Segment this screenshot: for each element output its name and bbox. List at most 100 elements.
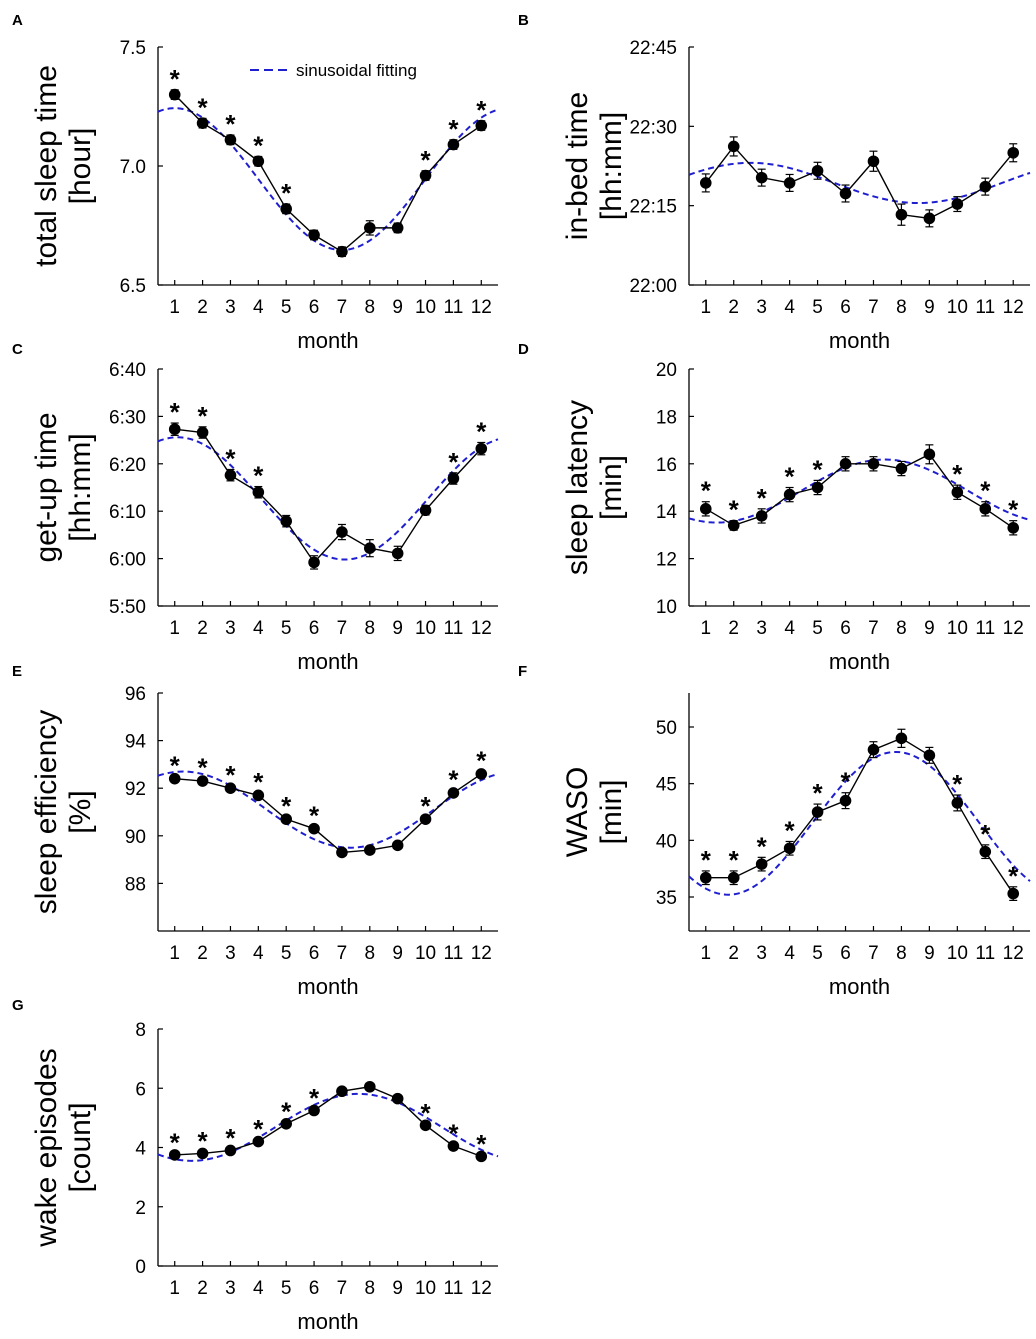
data-point <box>419 504 432 517</box>
y-axis-unit: [count] <box>64 1102 97 1192</box>
panel-letter-c: C <box>12 341 23 358</box>
significance-star: * <box>253 767 264 797</box>
x-tick-label: 2 <box>197 1278 208 1299</box>
data-point <box>447 472 460 485</box>
data-point <box>196 775 209 787</box>
y-tick-label: 6:20 <box>109 455 146 476</box>
x-tick-label: 4 <box>253 943 264 964</box>
significance-star: * <box>476 416 487 446</box>
data-point <box>252 155 265 168</box>
significance-star: * <box>225 443 236 473</box>
x-tick-label: 1 <box>700 618 711 639</box>
y-axis-title: wake episodes <box>30 1048 63 1247</box>
x-tick-label: 2 <box>197 943 208 964</box>
y-axis-unit: [min] <box>595 455 628 520</box>
legend-label: sinusoidal fitting <box>296 61 417 80</box>
x-tick-label: 11 <box>975 297 995 318</box>
data-point <box>391 222 404 234</box>
significance-star: * <box>448 447 459 477</box>
x-tick-label: 4 <box>253 1278 264 1299</box>
y-axis-title: WASO <box>561 767 594 858</box>
x-tick-label: 9 <box>924 618 935 639</box>
data-point <box>811 481 824 494</box>
y-tick-label: 22:00 <box>629 276 677 297</box>
significance-star: * <box>729 845 740 875</box>
significance-star: * <box>198 92 209 122</box>
data-point <box>364 542 376 554</box>
significance-star: * <box>225 109 236 139</box>
data-point <box>727 871 740 884</box>
data-point <box>336 1085 348 1098</box>
x-tick-label: 11 <box>444 943 464 964</box>
data-point <box>755 510 768 522</box>
x-tick-label: 4 <box>784 943 795 964</box>
data-point <box>475 1150 488 1163</box>
panel-c: C5:506:006:106:206:306:401 2 3 4 5 6 7 8 9 10 11 12… <box>12 341 499 674</box>
significance-star: * <box>952 459 963 489</box>
x-tick-label: 2 <box>197 297 208 318</box>
x-tick-label: 8 <box>896 618 907 639</box>
y-axis-unit: [hour] <box>64 128 97 205</box>
significance-star: * <box>701 845 712 875</box>
x-tick-label: 9 <box>924 297 935 318</box>
x-tick-label: 2 <box>728 297 739 318</box>
y-tick-label: 16 <box>656 455 677 476</box>
fit-curve <box>688 458 1031 524</box>
panel-letter-b: B <box>518 12 529 29</box>
x-axis-title: month <box>297 328 358 353</box>
data-point <box>923 448 936 461</box>
significance-star: * <box>170 750 181 780</box>
x-tick-label: 12 <box>471 618 492 639</box>
data-point <box>280 1118 292 1130</box>
data-point <box>979 180 992 193</box>
x-tick-label: 10 <box>947 943 968 964</box>
x-tick-label: 9 <box>924 943 935 964</box>
fit-curve <box>157 1092 499 1162</box>
y-tick-label: 90 <box>125 827 146 848</box>
x-tick-label: 10 <box>415 297 436 318</box>
x-tick-label: 1 <box>700 297 711 318</box>
significance-star: * <box>813 778 824 808</box>
data-point <box>839 187 852 200</box>
significance-star: * <box>225 760 236 790</box>
data-point <box>308 229 320 241</box>
data-point <box>391 547 404 560</box>
data-point <box>336 526 348 538</box>
x-tick-label: 2 <box>728 618 739 639</box>
x-tick-label: 11 <box>444 1278 464 1299</box>
y-axis-unit: [hh:mm] <box>595 112 628 220</box>
data-point <box>783 842 796 855</box>
x-tick-label: 12 <box>1003 618 1024 639</box>
y-tick-label: 22:45 <box>629 38 677 59</box>
series-line <box>174 428 482 564</box>
data-point <box>727 140 740 153</box>
data-point <box>280 515 292 527</box>
significance-star: * <box>281 178 292 208</box>
significance-star: * <box>170 64 181 94</box>
data-point <box>979 845 992 858</box>
y-tick-label: 22:30 <box>629 117 677 138</box>
data-point <box>475 442 488 455</box>
data-point <box>699 871 712 884</box>
significance-star: * <box>952 769 963 799</box>
significance-star: * <box>785 462 796 492</box>
x-tick-label: 12 <box>1003 297 1024 318</box>
data-point <box>196 426 209 439</box>
x-tick-label: 10 <box>947 618 968 639</box>
significance-star: * <box>757 831 768 861</box>
x-tick-label: 8 <box>896 297 907 318</box>
y-tick-label: 6 <box>135 1079 146 1100</box>
x-tick-label: 5 <box>281 943 292 964</box>
data-point <box>168 423 181 435</box>
data-point <box>252 789 265 802</box>
significance-star: * <box>448 765 459 795</box>
data-point <box>447 1140 460 1152</box>
y-axis-unit: [%] <box>64 790 97 833</box>
x-axis-title: month <box>297 649 358 674</box>
x-tick-label: 5 <box>281 618 292 639</box>
x-tick-label: 2 <box>728 943 739 964</box>
data-point <box>951 797 964 809</box>
data-point <box>1007 887 1020 900</box>
significance-star: * <box>980 476 991 506</box>
